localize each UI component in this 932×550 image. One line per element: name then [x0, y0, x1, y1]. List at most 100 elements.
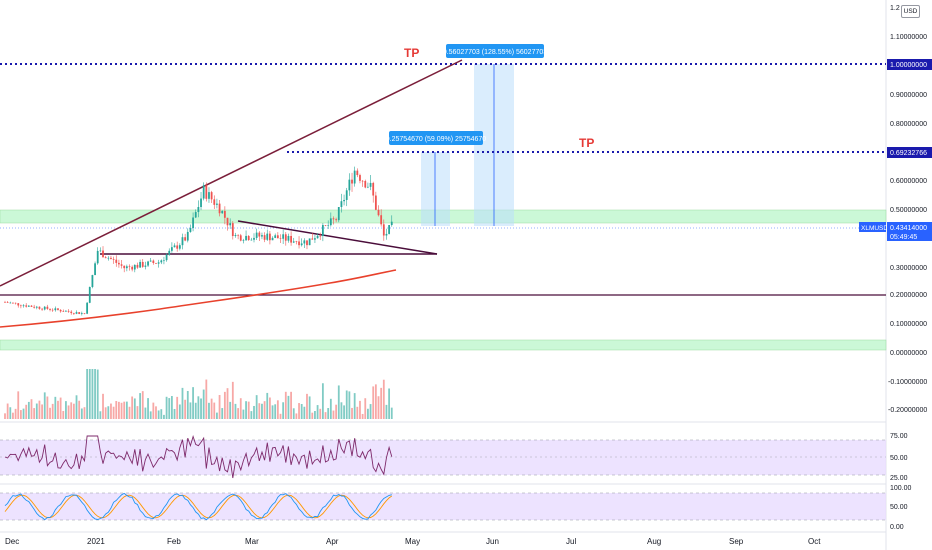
candle-body[interactable] — [229, 223, 232, 226]
candle-body[interactable] — [65, 310, 67, 312]
candle-body[interactable] — [168, 250, 171, 255]
moving-average-line[interactable] — [0, 269, 397, 328]
candle-body[interactable] — [163, 260, 165, 261]
candle-body[interactable] — [266, 233, 269, 240]
candle-body[interactable] — [9, 302, 12, 304]
candle-body[interactable] — [284, 234, 287, 241]
candle-body[interactable] — [19, 305, 22, 307]
candle-body[interactable] — [112, 258, 115, 260]
candle-body[interactable] — [4, 302, 6, 303]
current-price-label-bg[interactable] — [887, 222, 932, 241]
candle-body[interactable] — [271, 237, 274, 241]
candle-body[interactable] — [49, 308, 51, 310]
support-zone-lower[interactable] — [0, 339, 887, 351]
candle-body[interactable] — [364, 181, 367, 188]
candle-body[interactable] — [133, 264, 136, 270]
candle-body[interactable] — [308, 238, 311, 246]
candle-body[interactable] — [136, 264, 139, 268]
candle-body[interactable] — [160, 260, 163, 263]
candle-body[interactable] — [12, 302, 14, 304]
triangle-upper-line[interactable] — [237, 220, 438, 255]
candle-body[interactable] — [385, 233, 388, 236]
candle-body[interactable] — [218, 203, 221, 214]
candle-body[interactable] — [295, 241, 298, 243]
candle-body[interactable] — [197, 207, 200, 213]
candle-body[interactable] — [380, 215, 383, 225]
candle-body[interactable] — [274, 235, 277, 238]
candle-body[interactable] — [226, 217, 229, 226]
candle-body[interactable] — [176, 245, 179, 249]
candle-body[interactable] — [72, 313, 75, 314]
candle-body[interactable] — [41, 308, 43, 310]
candle-body[interactable] — [292, 241, 295, 243]
candle-body[interactable] — [351, 179, 353, 184]
candle-body[interactable] — [382, 224, 385, 236]
candle-body[interactable] — [88, 286, 91, 303]
candle-body[interactable] — [335, 219, 338, 221]
candle-body[interactable] — [298, 241, 300, 246]
candle-body[interactable] — [237, 235, 240, 236]
candle-body[interactable] — [239, 235, 242, 241]
candle-body[interactable] — [102, 250, 104, 258]
candle-body[interactable] — [120, 264, 123, 266]
candle-body[interactable] — [152, 260, 155, 264]
candle-body[interactable] — [107, 257, 110, 259]
candle-body[interactable] — [306, 240, 308, 246]
candle-body[interactable] — [388, 225, 391, 234]
candle-body[interactable] — [311, 238, 314, 240]
candle-body[interactable] — [269, 233, 271, 241]
measure-label-large-bg[interactable] — [446, 44, 544, 58]
candle-body[interactable] — [279, 238, 282, 239]
candle-body[interactable] — [17, 303, 20, 306]
level-price-label-bg[interactable] — [887, 147, 932, 158]
candle-body[interactable] — [59, 309, 62, 312]
candlestick-series[interactable] — [4, 166, 393, 316]
candle-body[interactable] — [157, 262, 160, 264]
candle-body[interactable] — [221, 210, 224, 214]
candle-body[interactable] — [340, 201, 343, 208]
candle-body[interactable] — [141, 261, 144, 267]
candle-body[interactable] — [43, 306, 46, 310]
tp-label[interactable]: TP — [579, 136, 594, 150]
candle-body[interactable] — [247, 235, 250, 241]
symbol-tag-bg[interactable] — [859, 222, 886, 232]
candle-body[interactable] — [165, 254, 168, 261]
candle-body[interactable] — [367, 186, 369, 188]
candle-body[interactable] — [27, 305, 30, 307]
candle-body[interactable] — [200, 198, 202, 208]
candle-body[interactable] — [118, 262, 120, 265]
candle-body[interactable] — [316, 235, 319, 239]
candle-body[interactable] — [6, 302, 9, 303]
candle-body[interactable] — [245, 235, 247, 241]
candle-body[interactable] — [170, 247, 173, 251]
candle-body[interactable] — [80, 313, 83, 314]
candle-body[interactable] — [337, 207, 340, 221]
candle-body[interactable] — [348, 179, 351, 191]
candle-body[interactable] — [213, 199, 216, 205]
candle-body[interactable] — [131, 266, 134, 270]
candle-body[interactable] — [51, 309, 54, 311]
candle-body[interactable] — [282, 234, 285, 239]
candle-body[interactable] — [115, 259, 118, 263]
candle-body[interactable] — [184, 237, 187, 241]
candle-body[interactable] — [210, 192, 213, 200]
candle-body[interactable] — [181, 237, 184, 246]
candle-body[interactable] — [99, 250, 102, 252]
candle-body[interactable] — [202, 185, 205, 199]
volume-series[interactable] — [4, 369, 393, 419]
candle-body[interactable] — [250, 239, 253, 241]
candle-body[interactable] — [178, 245, 181, 249]
candle-body[interactable] — [14, 302, 17, 304]
candle-body[interactable] — [372, 182, 375, 196]
candle-body[interactable] — [192, 217, 194, 228]
candle-body[interactable] — [329, 218, 332, 226]
candle-body[interactable] — [189, 227, 192, 232]
candle-body[interactable] — [86, 302, 89, 314]
rsi-line[interactable] — [4, 434, 393, 479]
candle-body[interactable] — [91, 275, 94, 287]
candle-body[interactable] — [231, 223, 234, 237]
candle-body[interactable] — [125, 266, 128, 269]
candle-body[interactable] — [128, 266, 131, 267]
candle-body[interactable] — [321, 225, 324, 237]
